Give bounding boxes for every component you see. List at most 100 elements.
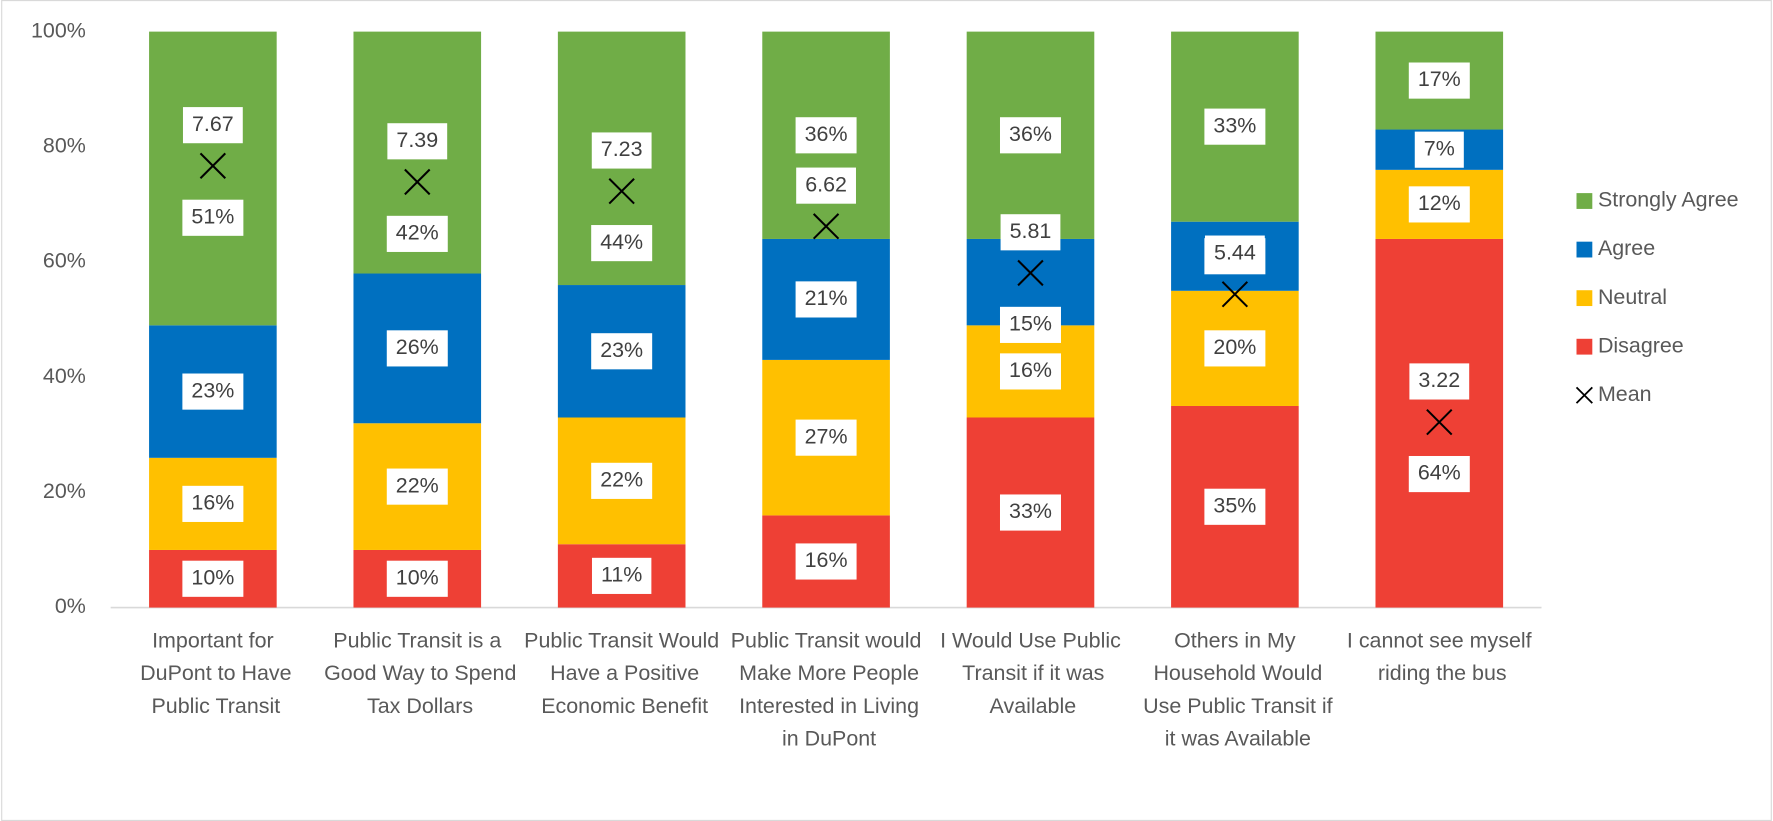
- mean-marker: [404, 168, 431, 196]
- label-box: [386, 215, 448, 252]
- data-label: 22%: [396, 473, 439, 497]
- label-box: [1204, 235, 1265, 272]
- label-box: [1204, 488, 1266, 525]
- data-label: 33%: [1213, 113, 1256, 137]
- label-box: [1408, 186, 1470, 223]
- x-tick-label: Others in My Household Would Use Public …: [1137, 628, 1332, 750]
- mean-marker: [1221, 281, 1249, 308]
- data-label: 20%: [1213, 335, 1256, 359]
- label-box: [591, 225, 653, 262]
- data-label: 26%: [396, 335, 439, 359]
- label-box: [795, 281, 857, 318]
- label-box: [1204, 108, 1266, 145]
- label-box: [795, 117, 857, 154]
- label-box: [386, 560, 448, 597]
- mean-marker: [1017, 259, 1044, 287]
- data-label: 10%: [396, 565, 439, 589]
- label-box: [795, 543, 857, 580]
- label-box: [387, 123, 448, 160]
- label-box: [182, 560, 244, 597]
- mean-marker: [199, 152, 227, 179]
- label-box: [182, 199, 244, 236]
- label-box: [795, 419, 857, 456]
- x-tick-label: Public Transit is a Good Way to Spend Ta…: [318, 628, 516, 717]
- data-label: 16%: [805, 548, 848, 572]
- label-box: [591, 462, 653, 499]
- label-box: [182, 485, 244, 522]
- x-tick-label: Important for DuPont to Have Public Tran…: [134, 628, 291, 717]
- label-box: [999, 494, 1061, 531]
- legend-swatch: [1576, 193, 1593, 209]
- data-label: 22%: [600, 468, 643, 492]
- label-box: [1408, 455, 1470, 493]
- label-box: [1414, 131, 1464, 168]
- legend-swatch: [1576, 241, 1593, 258]
- label-box: [182, 107, 243, 144]
- label-box: [999, 353, 1061, 390]
- x-tick-label: Public Transit Would Have a Positive Eco…: [524, 628, 719, 717]
- data-label: 36%: [805, 122, 848, 146]
- data-label: 42%: [396, 221, 439, 245]
- legend-label: Agree: [1598, 236, 1655, 260]
- legend-label: Disagree: [1598, 333, 1684, 357]
- mean-marker: [608, 178, 635, 205]
- mean-label: 6.62: [805, 172, 847, 196]
- data-label: 27%: [805, 424, 848, 448]
- label-box: [591, 557, 652, 594]
- mean-marker: [1426, 408, 1453, 436]
- data-label: 36%: [1009, 122, 1052, 146]
- label-box: [796, 167, 856, 204]
- y-tick-label: 60%: [43, 249, 86, 273]
- x-tick-label: I Would Use Public Transit if it was Ava…: [940, 628, 1121, 717]
- data-label: 23%: [600, 338, 643, 362]
- label-box: [386, 330, 448, 367]
- legend-label: Strongly Agree: [1598, 188, 1739, 212]
- legend-swatch: [1576, 290, 1593, 307]
- data-label: 51%: [191, 204, 234, 228]
- data-label: 17%: [1418, 67, 1461, 91]
- legend-swatch: [1576, 338, 1593, 355]
- label-box: [1408, 62, 1470, 99]
- y-tick-label: 80%: [43, 133, 86, 157]
- label-box: [1409, 363, 1470, 400]
- bar-segment: [149, 31, 277, 326]
- data-label: 35%: [1213, 493, 1256, 517]
- label-box: [386, 468, 448, 505]
- mean-marker: [812, 213, 840, 240]
- y-tick-label: 20%: [43, 479, 86, 503]
- label-box: [1000, 214, 1061, 251]
- legend-label: Neutral: [1598, 285, 1667, 309]
- data-label: 44%: [600, 230, 643, 254]
- data-label: 15%: [1009, 312, 1052, 336]
- label-box: [1204, 330, 1266, 367]
- mean-label: 7.67: [192, 112, 234, 136]
- mean-label: 5.44: [1214, 240, 1256, 264]
- label-box: [999, 117, 1061, 154]
- data-label: 16%: [1009, 358, 1052, 382]
- data-label: 7%: [1424, 136, 1455, 160]
- label-box: [591, 132, 652, 169]
- data-label: 16%: [191, 491, 234, 515]
- data-label: 23%: [191, 378, 234, 402]
- x-tick-label: Public Transit would Make More People In…: [731, 628, 922, 750]
- data-label: 12%: [1418, 191, 1461, 215]
- label-box: [999, 306, 1061, 343]
- label-box: [182, 373, 244, 410]
- data-label: 10%: [191, 565, 234, 589]
- data-label: 64%: [1418, 461, 1461, 485]
- y-tick-label: 0%: [55, 594, 86, 618]
- data-label: 11%: [601, 563, 642, 587]
- data-label: 21%: [805, 286, 848, 310]
- legend-marker: [1575, 386, 1593, 404]
- mean-label: 5.81: [1010, 219, 1052, 243]
- data-label: 33%: [1009, 499, 1052, 523]
- y-tick-label: 40%: [43, 364, 86, 388]
- y-tick-label: 100%: [31, 18, 86, 42]
- mean-label: 7.23: [601, 137, 643, 161]
- label-box: [591, 333, 653, 370]
- legend-label: Mean: [1598, 382, 1652, 406]
- x-tick-label: I cannot see myself riding the bus: [1347, 628, 1532, 685]
- mean-label: 7.39: [396, 128, 438, 152]
- mean-label: 3.22: [1418, 368, 1460, 392]
